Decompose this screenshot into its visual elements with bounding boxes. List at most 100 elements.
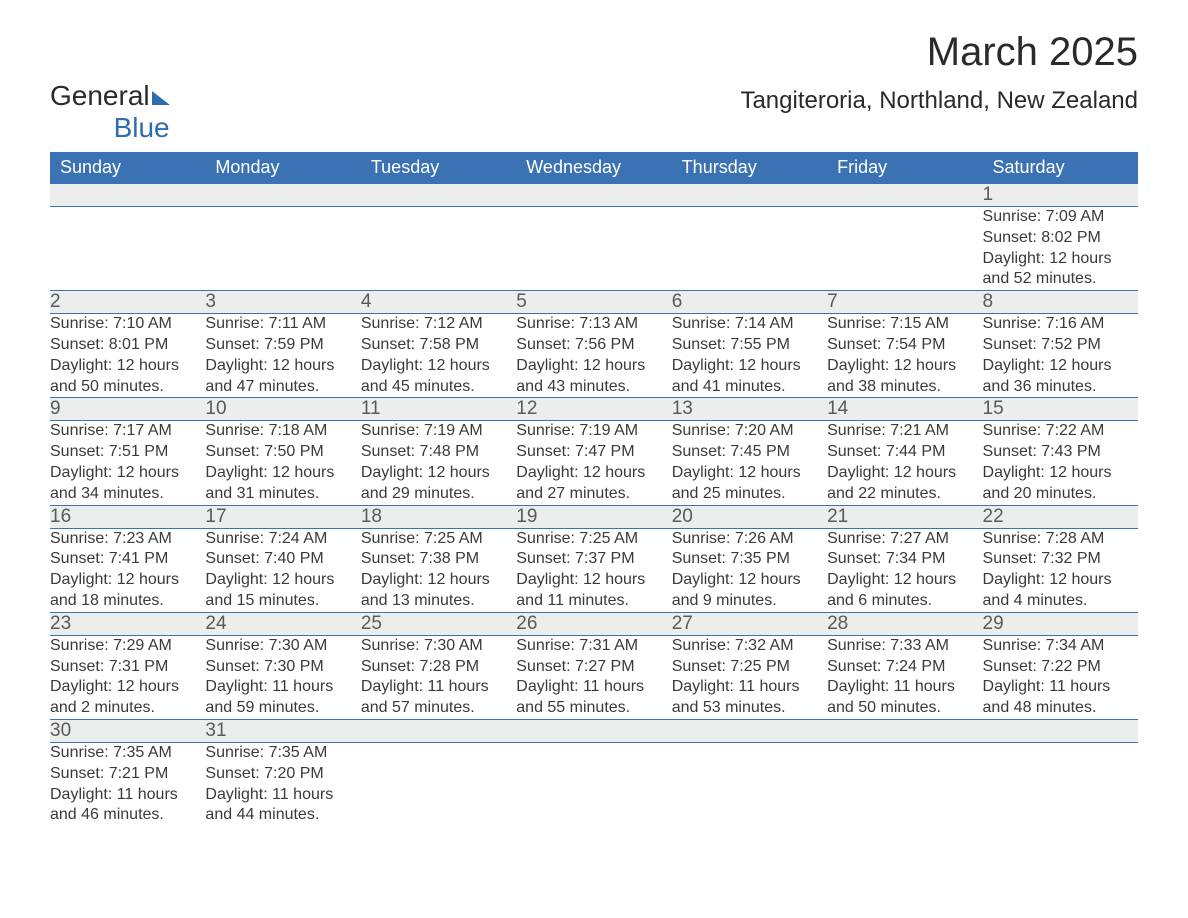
sunset-text: Sunset: 7:52 PM (983, 335, 1138, 356)
sunrise-text: Sunrise: 7:18 AM (205, 421, 360, 442)
dayname-wed: Wednesday (516, 152, 671, 184)
daylight-text: Daylight: 12 hours (205, 570, 360, 591)
daylight-text: and 2 minutes. (50, 698, 205, 719)
daylight-text: Daylight: 12 hours (361, 463, 516, 484)
sunrise-text: Sunrise: 7:09 AM (983, 207, 1138, 228)
daylight-text: and 45 minutes. (361, 377, 516, 398)
sunrise-text: Sunrise: 7:13 AM (516, 314, 671, 335)
sunset-text: Sunset: 8:02 PM (983, 228, 1138, 249)
day-content-cell: Sunrise: 7:25 AMSunset: 7:38 PMDaylight:… (361, 528, 516, 612)
sunset-text: Sunset: 7:28 PM (361, 657, 516, 678)
day-number-cell: 20 (672, 505, 827, 528)
dayname-thu: Thursday (672, 152, 827, 184)
daylight-text: and 27 minutes. (516, 484, 671, 505)
sunrise-text: Sunrise: 7:23 AM (50, 529, 205, 550)
daylight-text: and 34 minutes. (50, 484, 205, 505)
sunset-text: Sunset: 7:55 PM (672, 335, 827, 356)
daylight-text: Daylight: 12 hours (983, 570, 1138, 591)
daylight-text: and 6 minutes. (827, 591, 982, 612)
day-content-cell: Sunrise: 7:10 AMSunset: 8:01 PMDaylight:… (50, 314, 205, 398)
day-number-cell (361, 184, 516, 207)
daylight-text: Daylight: 11 hours (672, 677, 827, 698)
week-content-row: Sunrise: 7:23 AMSunset: 7:41 PMDaylight:… (50, 528, 1138, 612)
daylight-text: Daylight: 11 hours (205, 677, 360, 698)
daylight-text: Daylight: 12 hours (672, 463, 827, 484)
daylight-text: and 55 minutes. (516, 698, 671, 719)
day-content-cell: Sunrise: 7:33 AMSunset: 7:24 PMDaylight:… (827, 635, 982, 719)
daylight-text: and 36 minutes. (983, 377, 1138, 398)
day-content-cell (205, 207, 360, 291)
day-number-cell: 27 (672, 612, 827, 635)
day-content-cell (516, 742, 671, 826)
week-content-row: Sunrise: 7:29 AMSunset: 7:31 PMDaylight:… (50, 635, 1138, 719)
daylight-text: and 18 minutes. (50, 591, 205, 612)
day-content-cell: Sunrise: 7:26 AMSunset: 7:35 PMDaylight:… (672, 528, 827, 612)
day-number-cell (50, 184, 205, 207)
sunrise-text: Sunrise: 7:19 AM (516, 421, 671, 442)
calendar-table: Sunday Monday Tuesday Wednesday Thursday… (50, 152, 1138, 826)
daylight-text: Daylight: 12 hours (516, 570, 671, 591)
sunset-text: Sunset: 7:41 PM (50, 549, 205, 570)
day-number-cell (983, 719, 1138, 742)
daylight-text: Daylight: 11 hours (983, 677, 1138, 698)
daylight-text: and 44 minutes. (205, 805, 360, 826)
sunset-text: Sunset: 7:31 PM (50, 657, 205, 678)
day-number-cell: 6 (672, 291, 827, 314)
sunset-text: Sunset: 7:22 PM (983, 657, 1138, 678)
day-number-cell: 17 (205, 505, 360, 528)
day-number-cell: 22 (983, 505, 1138, 528)
sunset-text: Sunset: 7:40 PM (205, 549, 360, 570)
day-content-cell: Sunrise: 7:19 AMSunset: 7:47 PMDaylight:… (516, 421, 671, 505)
day-number-cell: 4 (361, 291, 516, 314)
sunset-text: Sunset: 7:35 PM (672, 549, 827, 570)
sunrise-text: Sunrise: 7:33 AM (827, 636, 982, 657)
daylight-text: and 15 minutes. (205, 591, 360, 612)
day-content-cell: Sunrise: 7:11 AMSunset: 7:59 PMDaylight:… (205, 314, 360, 398)
sunrise-text: Sunrise: 7:14 AM (672, 314, 827, 335)
daylight-text: and 46 minutes. (50, 805, 205, 826)
day-number-cell (827, 719, 982, 742)
sunset-text: Sunset: 7:50 PM (205, 442, 360, 463)
sunrise-text: Sunrise: 7:12 AM (361, 314, 516, 335)
daylight-text: Daylight: 12 hours (827, 356, 982, 377)
sunset-text: Sunset: 7:45 PM (672, 442, 827, 463)
sunrise-text: Sunrise: 7:25 AM (516, 529, 671, 550)
day-number-cell: 1 (983, 184, 1138, 207)
daylight-text: Daylight: 12 hours (516, 356, 671, 377)
daylight-text: Daylight: 12 hours (50, 677, 205, 698)
day-content-cell: Sunrise: 7:29 AMSunset: 7:31 PMDaylight:… (50, 635, 205, 719)
sunrise-text: Sunrise: 7:27 AM (827, 529, 982, 550)
sunset-text: Sunset: 7:21 PM (50, 764, 205, 785)
daylight-text: Daylight: 12 hours (205, 463, 360, 484)
dayname-tue: Tuesday (361, 152, 516, 184)
daylight-text: Daylight: 12 hours (205, 356, 360, 377)
day-content-cell: Sunrise: 7:23 AMSunset: 7:41 PMDaylight:… (50, 528, 205, 612)
day-number-cell: 23 (50, 612, 205, 635)
week-content-row: Sunrise: 7:09 AMSunset: 8:02 PMDaylight:… (50, 207, 1138, 291)
daylight-text: and 25 minutes. (672, 484, 827, 505)
sunset-text: Sunset: 7:47 PM (516, 442, 671, 463)
month-title: March 2025 (740, 30, 1138, 75)
daylight-text: and 43 minutes. (516, 377, 671, 398)
sunset-text: Sunset: 7:32 PM (983, 549, 1138, 570)
day-number-cell (516, 184, 671, 207)
day-number-cell: 26 (516, 612, 671, 635)
daylight-text: and 57 minutes. (361, 698, 516, 719)
daylight-text: Daylight: 12 hours (361, 570, 516, 591)
day-content-cell (983, 742, 1138, 826)
week-content-row: Sunrise: 7:35 AMSunset: 7:21 PMDaylight:… (50, 742, 1138, 826)
sunset-text: Sunset: 7:54 PM (827, 335, 982, 356)
day-content-cell: Sunrise: 7:19 AMSunset: 7:48 PMDaylight:… (361, 421, 516, 505)
sunrise-text: Sunrise: 7:35 AM (50, 743, 205, 764)
daylight-text: and 22 minutes. (827, 484, 982, 505)
daylight-text: and 9 minutes. (672, 591, 827, 612)
day-number-cell: 16 (50, 505, 205, 528)
header: General Blue March 2025 Tangiteroria, No… (50, 30, 1138, 144)
dayname-mon: Monday (205, 152, 360, 184)
sunrise-text: Sunrise: 7:29 AM (50, 636, 205, 657)
sunset-text: Sunset: 7:24 PM (827, 657, 982, 678)
daylight-text: Daylight: 12 hours (672, 356, 827, 377)
daylight-text: Daylight: 12 hours (827, 463, 982, 484)
day-number-cell: 14 (827, 398, 982, 421)
sunset-text: Sunset: 7:44 PM (827, 442, 982, 463)
